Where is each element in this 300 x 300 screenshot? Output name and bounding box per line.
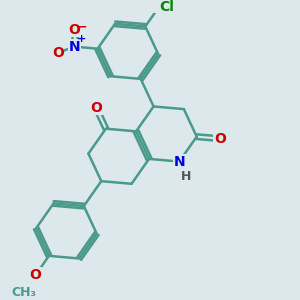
Text: CH₃: CH₃ bbox=[11, 286, 36, 299]
Text: O: O bbox=[52, 46, 64, 60]
Text: H: H bbox=[181, 169, 191, 183]
Text: Cl: Cl bbox=[159, 0, 174, 14]
Text: O: O bbox=[68, 23, 80, 37]
Text: O: O bbox=[30, 268, 42, 282]
Text: −: − bbox=[76, 20, 87, 33]
Text: +: + bbox=[77, 34, 86, 44]
Text: N: N bbox=[69, 40, 80, 54]
Text: O: O bbox=[90, 100, 102, 115]
Text: O: O bbox=[214, 132, 226, 146]
Text: N: N bbox=[173, 154, 185, 169]
